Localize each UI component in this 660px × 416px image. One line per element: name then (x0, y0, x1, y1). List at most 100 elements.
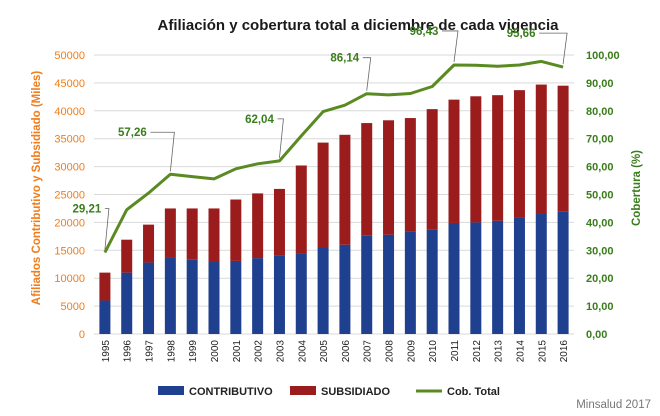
bar-contributivo (557, 211, 569, 334)
x-tick-label: 2006 (341, 340, 352, 363)
y-left-tick-label: 45000 (54, 78, 85, 90)
x-tick-label: 2014 (515, 340, 526, 363)
y-left-tick-label: 25000 (54, 190, 85, 202)
annotations: 29,21 57,26 62,04 86,14 96,43 95,66 (73, 26, 536, 216)
y-right-tick-label: 100,00 (586, 50, 620, 62)
bar-subsidiado (186, 208, 198, 260)
bar-contributivo (143, 262, 155, 334)
y-axis-left-ticks: 0 5000 10000 15000 20000 25000 30000 35000 40000… (54, 50, 85, 341)
bar-subsidiado (383, 120, 395, 235)
annotation-leader (277, 118, 284, 158)
bar-contributivo (121, 272, 133, 334)
bars (99, 84, 569, 334)
bar-contributivo (208, 262, 220, 334)
y-left-tick-label: 0 (79, 329, 85, 341)
bar-subsidiado (230, 199, 242, 261)
y-left-tick-label: 30000 (54, 162, 85, 174)
annotation-leaders (104, 30, 568, 250)
bar-subsidiado (426, 109, 438, 230)
legend-label: Cob. Total (447, 386, 500, 398)
legend-label: SUBSIDIADO (321, 386, 391, 398)
x-tick-label: 2011 (450, 340, 461, 362)
bar-subsidiado (143, 224, 155, 263)
y-right-tick-label: 70,00 (586, 134, 614, 146)
source-note: Minsalud 2017 (576, 399, 651, 411)
y-left-tick-label: 35000 (54, 134, 85, 146)
bar-subsidiado (448, 99, 460, 223)
bar-contributivo (404, 231, 416, 334)
x-tick-label: 2009 (406, 340, 417, 363)
coverage-annotation: 57,26 (118, 127, 147, 139)
y-axis-right-label: Cobertura (%) (631, 150, 643, 226)
x-tick-label: 2001 (232, 340, 243, 363)
y-axis-right-ticks: 0,00 10,00 20,00 30,00 40,00 50,00 60,00 70,00 8… (586, 50, 620, 341)
annotation-leader (442, 30, 459, 63)
bar-subsidiado (535, 84, 547, 214)
x-tick-label: 1996 (123, 340, 134, 363)
coverage-line-path (103, 59, 564, 254)
x-tick-label: 2005 (319, 340, 330, 363)
bar-subsidiado (339, 134, 351, 245)
bar-subsidiado (252, 193, 264, 259)
bar-contributivo (513, 217, 525, 334)
x-tick-label: 1997 (145, 340, 156, 363)
y-right-tick-label: 30,00 (586, 245, 614, 257)
legend-swatch (290, 386, 316, 395)
bar-subsidiado (557, 85, 569, 212)
bar-contributivo (99, 300, 111, 334)
bar-contributivo (164, 257, 176, 334)
y-right-tick-label: 80,00 (586, 106, 614, 118)
y-left-tick-label: 50000 (54, 50, 85, 62)
chart-title: Afiliación y cobertura total a diciembre… (158, 17, 560, 34)
y-axis-left-label: Afiliados Contributivo y Subsidiado (Mil… (31, 71, 43, 306)
bar-contributivo (470, 222, 482, 334)
coverage-annotation: 86,14 (330, 53, 359, 65)
bar-subsidiado (317, 142, 329, 248)
annotation-leader (150, 131, 175, 172)
bar-contributivo (426, 229, 438, 334)
legend-swatch (158, 386, 184, 395)
x-tick-label: 2016 (559, 340, 570, 363)
x-tick-label: 2004 (297, 340, 308, 363)
y-left-tick-label: 5000 (61, 301, 85, 313)
coverage-annotation: 62,04 (245, 114, 274, 126)
bar-subsidiado (513, 90, 525, 218)
x-tick-label: 2013 (494, 340, 505, 363)
y-left-tick-label: 40000 (54, 106, 85, 118)
bar-contributivo (273, 255, 285, 334)
coverage-line (103, 59, 564, 254)
bar-subsidiado (404, 118, 416, 232)
bar-contributivo (383, 234, 395, 334)
x-tick-label: 2000 (210, 340, 221, 363)
bar-subsidiado (164, 208, 176, 258)
bar-subsidiado (295, 165, 307, 254)
x-axis-ticks: 1995 1996 1997 1998 1999 2000 2001 2002 2003 2004… (101, 340, 570, 363)
x-tick-label: 2008 (385, 340, 396, 363)
bar-subsidiado (99, 272, 111, 301)
bar-contributivo (317, 247, 329, 334)
annotation-leader (104, 208, 110, 250)
y-left-tick-label: 20000 (54, 217, 85, 229)
bar-contributivo (535, 213, 547, 334)
bar-contributivo (186, 259, 198, 334)
annotation-leader (362, 57, 372, 91)
bar-contributivo (295, 253, 307, 334)
x-tick-label: 2003 (275, 340, 286, 363)
y-right-tick-label: 50,00 (586, 190, 614, 202)
x-tick-label: 1999 (188, 340, 199, 363)
legend-label: CONTRIBUTIVO (189, 386, 273, 398)
bar-contributivo (339, 244, 351, 334)
y-left-tick-label: 15000 (54, 245, 85, 257)
x-tick-label: 2012 (472, 340, 483, 363)
bar-contributivo (361, 235, 373, 334)
bar-contributivo (492, 220, 504, 334)
y-right-tick-label: 0,00 (586, 329, 607, 341)
annotation-leader (539, 32, 568, 65)
x-tick-label: 2002 (254, 340, 265, 363)
bar-contributivo (230, 260, 242, 334)
x-tick-label: 1998 (166, 340, 177, 363)
y-right-tick-label: 40,00 (586, 217, 614, 229)
coverage-annotation: 96,43 (410, 26, 439, 38)
x-tick-label: 2007 (363, 340, 374, 363)
